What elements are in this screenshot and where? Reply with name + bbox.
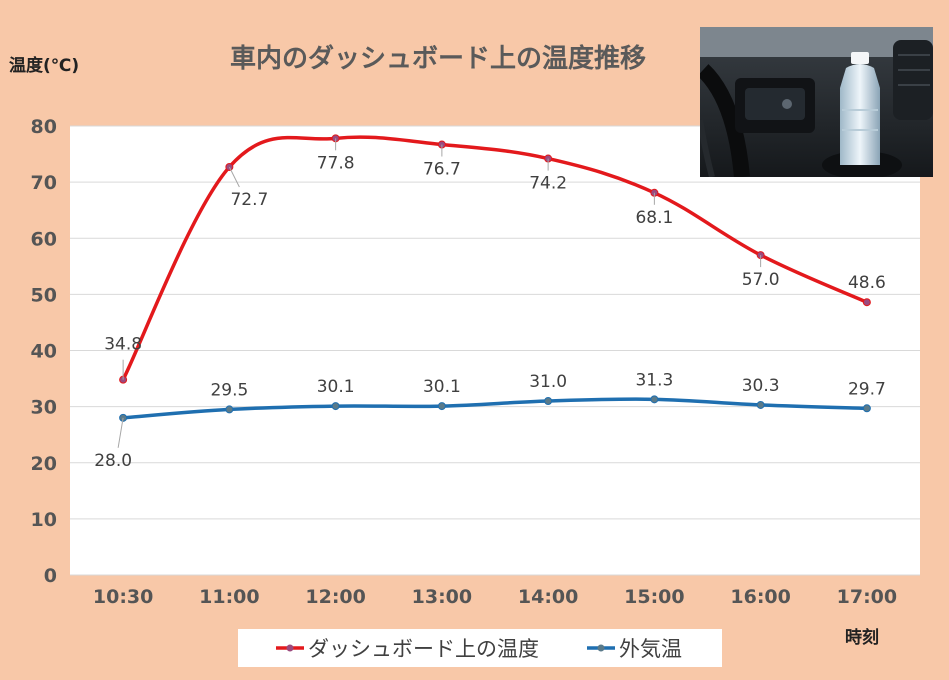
data-label-outdoor-0: 28.0 bbox=[94, 451, 132, 471]
data-label-dashboard-3: 76.7 bbox=[423, 160, 461, 180]
point-outdoor-2 bbox=[331, 402, 340, 411]
x-tick-1300: 13:00 bbox=[412, 586, 472, 608]
legend-entry-dashboard: ダッシュボード上の温度 bbox=[276, 637, 539, 661]
data-label-dashboard-2: 77.8 bbox=[317, 153, 355, 173]
data-label-outdoor-4: 31.0 bbox=[529, 372, 567, 392]
series-line-outdoor bbox=[122, 397, 867, 420]
x-tick-1600: 16:00 bbox=[730, 586, 790, 608]
data-label-dashboard-6: 57.0 bbox=[742, 270, 780, 290]
x-tick-1500: 15:00 bbox=[624, 586, 684, 608]
y-tick-60: 60 bbox=[31, 228, 57, 250]
data-label-dashboard-0: 34.8 bbox=[104, 335, 142, 355]
legend-marker-outdoor bbox=[597, 644, 605, 652]
leader-line-dashboard-1 bbox=[228, 166, 240, 188]
data-label-outdoor-6: 30.3 bbox=[742, 376, 780, 396]
point-outdoor-6 bbox=[756, 400, 765, 409]
x-tick-1100: 11:00 bbox=[199, 586, 259, 608]
data-label-outdoor-3: 30.1 bbox=[423, 377, 461, 397]
series-lines bbox=[119, 134, 871, 422]
y-tick-40: 40 bbox=[31, 341, 57, 363]
point-outdoor-3 bbox=[437, 402, 446, 411]
y-tick-70: 70 bbox=[31, 172, 57, 194]
point-dashboard-7 bbox=[862, 298, 871, 307]
data-labels: 34.8 72.7 77.8 76.7 74.2 68.1 57.0 48.6 28.0 29.5… bbox=[94, 138, 886, 471]
data-label-outdoor-5: 31.3 bbox=[635, 370, 673, 390]
y-axis-label: 温度(℃) bbox=[9, 55, 79, 76]
x-tick-labels: 10:30 11:00 12:00 13:00 14:00 15:00 16:00 17:00 bbox=[93, 586, 897, 608]
point-outdoor-4 bbox=[544, 397, 553, 406]
legend-label-dashboard: ダッシュボード上の温度 bbox=[308, 637, 539, 661]
y-tick-30: 30 bbox=[31, 397, 57, 419]
y-tick-80: 80 bbox=[31, 116, 57, 138]
car-dashboard-bottle-photo bbox=[700, 27, 933, 177]
point-outdoor-7 bbox=[862, 404, 871, 413]
x-tick-1400: 14:00 bbox=[518, 586, 578, 608]
x-tick-1700: 17:00 bbox=[837, 586, 897, 608]
y-tick-50: 50 bbox=[31, 284, 57, 306]
legend-label-outdoor: 外気温 bbox=[619, 637, 682, 661]
legend-marker-dashboard bbox=[286, 644, 294, 652]
data-label-outdoor-2: 30.1 bbox=[317, 377, 355, 397]
point-outdoor-1 bbox=[225, 405, 234, 414]
data-label-outdoor-1: 29.5 bbox=[210, 380, 248, 400]
data-label-dashboard-1: 72.7 bbox=[230, 190, 268, 210]
y-tick-10: 10 bbox=[31, 509, 57, 531]
data-label-outdoor-7: 29.7 bbox=[848, 379, 886, 399]
data-label-dashboard-7: 48.6 bbox=[848, 273, 886, 293]
x-tick-1200: 12:00 bbox=[305, 586, 365, 608]
y-tick-0: 0 bbox=[44, 565, 57, 587]
x-tick-1030: 10:30 bbox=[93, 586, 153, 608]
point-outdoor-5 bbox=[650, 395, 659, 404]
series-line-dashboard bbox=[121, 135, 868, 381]
chart-title: 車内のダッシュボード上の温度推移 bbox=[230, 43, 646, 74]
data-label-dashboard-4: 74.2 bbox=[529, 174, 567, 194]
leader-line-outdoor-0 bbox=[117, 417, 124, 448]
y-tick-20: 20 bbox=[31, 453, 57, 475]
legend: ダッシュボード上の温度 外気温 bbox=[238, 629, 722, 667]
gridlines bbox=[70, 125, 920, 576]
x-axis-label: 時刻 bbox=[845, 627, 879, 648]
legend-box bbox=[238, 629, 722, 667]
data-label-dashboard-5: 68.1 bbox=[635, 208, 673, 228]
y-tick-labels: 0 10 20 30 40 50 60 70 80 bbox=[31, 116, 57, 587]
legend-entry-outdoor: 外気温 bbox=[587, 637, 682, 661]
